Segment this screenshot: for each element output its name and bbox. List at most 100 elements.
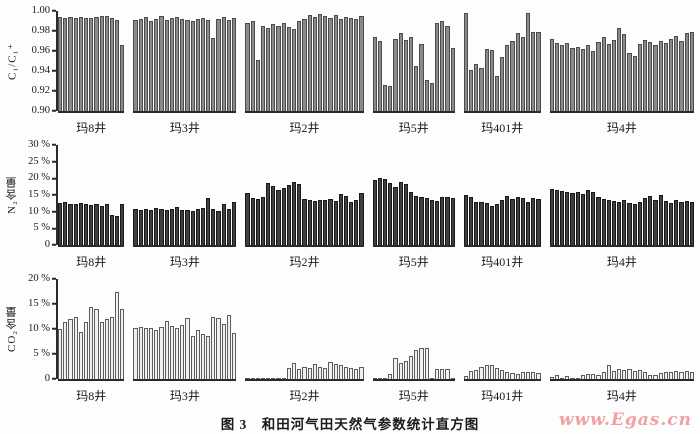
well-group-label: 玛3井 [169,255,200,269]
well-group-bars [245,279,364,381]
panel-1-groups: 玛8井 玛3井 玛2井 玛5井 玛401井 玛4井 [58,11,695,136]
bar [58,17,63,111]
bar [63,18,68,111]
y-tick-mark [52,50,56,52]
bar [668,371,674,379]
bar [554,190,560,245]
bar [307,368,312,379]
bar [429,83,434,111]
bar [450,48,455,111]
bar [164,321,169,379]
bar [526,13,531,111]
bar [679,201,684,245]
bar [281,23,286,111]
bar [169,325,174,379]
bar [632,56,637,111]
bar [388,183,393,245]
panel-1-y-axis: 1.00 0.98 0.96 0.94 0.92 0.90 [20,5,58,115]
bar [463,13,468,111]
bar [260,196,266,245]
bar [211,38,216,111]
bar [434,201,440,245]
bar [440,21,445,111]
bar [627,203,632,245]
bar [424,348,429,379]
y-tick: 5 % [33,223,56,234]
bar [343,195,349,245]
well-group-label: 玛3井 [169,389,200,403]
y-tick-mark [52,90,56,92]
bar [211,317,216,379]
well-group-bars [372,11,455,113]
y-tick: 10 % [28,206,56,217]
bar [393,357,398,379]
bar [120,204,125,245]
bar [468,70,474,111]
bar [479,367,484,379]
bar [328,199,333,245]
well-group: 玛8井 [58,145,125,270]
bar [515,33,520,111]
y-tick: 0.92 [31,84,56,97]
bar [138,210,143,245]
y-tick-mark [52,244,56,246]
panel-2-y-axis: 30 % 25 % 20 % 15 % 10 % 5 % 0 [20,139,58,249]
bar [83,321,89,379]
bar [221,17,226,111]
y-tick-label: 0 [44,372,50,384]
bar [333,201,338,245]
y-tick-mark [52,353,56,355]
bar [169,209,174,245]
bar [554,43,560,111]
bar [271,377,276,379]
bar [474,64,479,111]
bar [94,203,99,245]
bar [468,371,474,379]
y-tick-mark [52,70,56,72]
panel-3-y-axis-label: CO₂含量 [6,305,18,353]
bar [338,194,343,245]
bar [689,371,694,379]
bar [591,191,596,245]
y-tick-mark [52,278,56,280]
bar [554,375,560,379]
bar [479,68,484,111]
bar [115,291,120,379]
y-tick-mark [52,110,56,112]
bar [260,26,266,111]
bar [58,329,63,379]
y-tick: 20 % [28,273,56,285]
bar [297,21,302,111]
well-group: 玛3井 [133,279,237,404]
y-tick: 30 % [28,139,56,151]
well-group-label: 玛5井 [398,255,429,269]
bar [445,197,450,245]
bar [617,201,622,245]
figure-panels: C₁/C₁⁺ 1.00 0.98 0.96 0.94 0.92 0.90 玛8井 玛3井 玛2井玛… [0,2,700,404]
bar [463,195,468,245]
y-tick-mark [52,378,56,380]
bar [174,207,180,245]
bar [479,201,484,245]
well-group-label: 玛2井 [289,121,320,135]
bar [549,189,554,245]
well-group: 玛4井 [549,145,695,270]
well-group-bars [549,11,695,113]
y-tick-label: 0.94 [31,64,50,76]
bar [206,197,211,245]
bar [580,375,585,379]
bar [271,24,276,111]
bar [500,200,505,245]
bar [349,368,354,379]
bar [143,328,149,379]
y-tick-label: 0.92 [31,84,50,96]
bar [185,317,190,379]
bar [643,371,648,379]
bar [648,374,653,379]
bar [674,200,679,245]
y-tick-label: 0.96 [31,44,50,56]
y-tick-mark [52,328,56,330]
bar [414,350,419,379]
bar [245,193,250,245]
bar [658,41,663,111]
